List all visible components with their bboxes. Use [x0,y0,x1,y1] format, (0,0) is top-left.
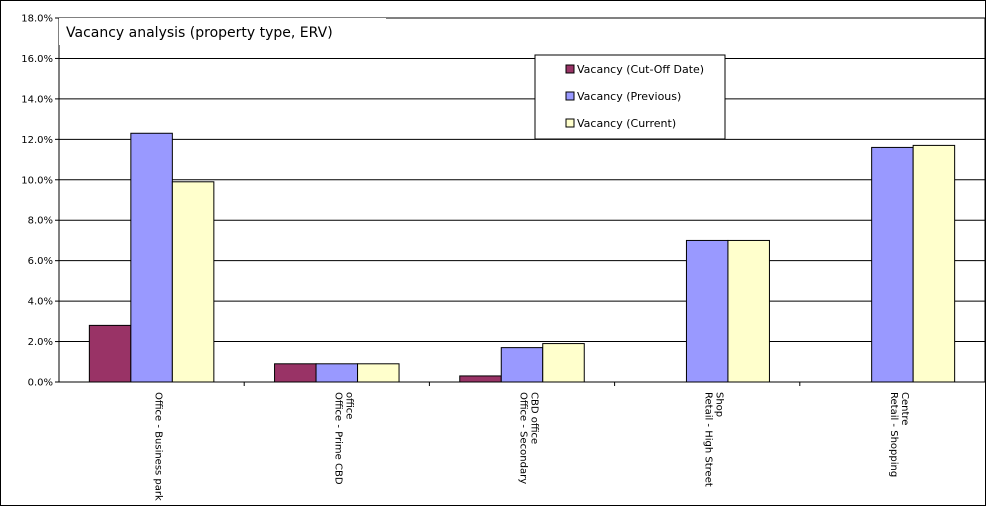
bar-cutoff [459,375,502,383]
y-tick-label: 4.0% [28,297,53,308]
bar-current [357,363,400,383]
title-box [59,18,386,45]
bar-current [542,343,585,383]
y-tick-label: 0.0% [28,378,53,389]
y-tick-label: 18.0% [21,14,53,25]
legend-label: Vacancy (Cut-Off Date) [577,63,704,76]
bar-previous [500,347,544,383]
y-tick-label: 6.0% [28,256,53,267]
x-category-label: Office - Business park [153,392,164,501]
legend-label: Vacancy (Current) [577,117,676,130]
bar-current [912,144,956,383]
y-tick-label: 14.0% [21,94,53,105]
bar-previous [871,146,914,383]
x-category-label: Office - SecondaryCBD office [518,392,540,484]
y-tick-label: 12.0% [21,135,53,146]
x-category-label: Retail - ShoppingCentre [888,392,910,477]
x-category-label: Retail - High StreetShop [703,392,725,487]
y-axis-ticks: 0.0% 2.0% 4.0% 6.0% 8.0% 10.0% 12.0% 14.0% 16.0%… [21,14,59,389]
bar-previous [685,239,729,383]
y-tick-label: 8.0% [28,216,53,227]
legend-swatch [565,118,575,128]
legend: Vacancy (Cut-Off Date) Vacancy (Previous)… [534,54,726,140]
bar-current [171,181,215,383]
bar-cutoff [274,363,317,383]
bars [88,132,956,386]
legend-label: Vacancy (Previous) [577,90,681,103]
y-tick-label: 16.0% [21,54,53,65]
legend-swatch [565,64,575,74]
bar-previous [315,363,359,383]
chart-title: Vacancy analysis (property type, ERV) [66,25,333,41]
y-tick-label: 10.0% [21,175,53,186]
y-tick-label: 2.0% [28,337,53,348]
bar-current [727,239,770,383]
bar-cutoff [88,324,132,383]
bar-previous [130,132,173,383]
x-category-label: Office - Prime CBDoffice [332,392,354,485]
x-axis-labels: Office - Business park Office - Prime CBD… [153,392,910,501]
legend-swatch [565,91,575,101]
